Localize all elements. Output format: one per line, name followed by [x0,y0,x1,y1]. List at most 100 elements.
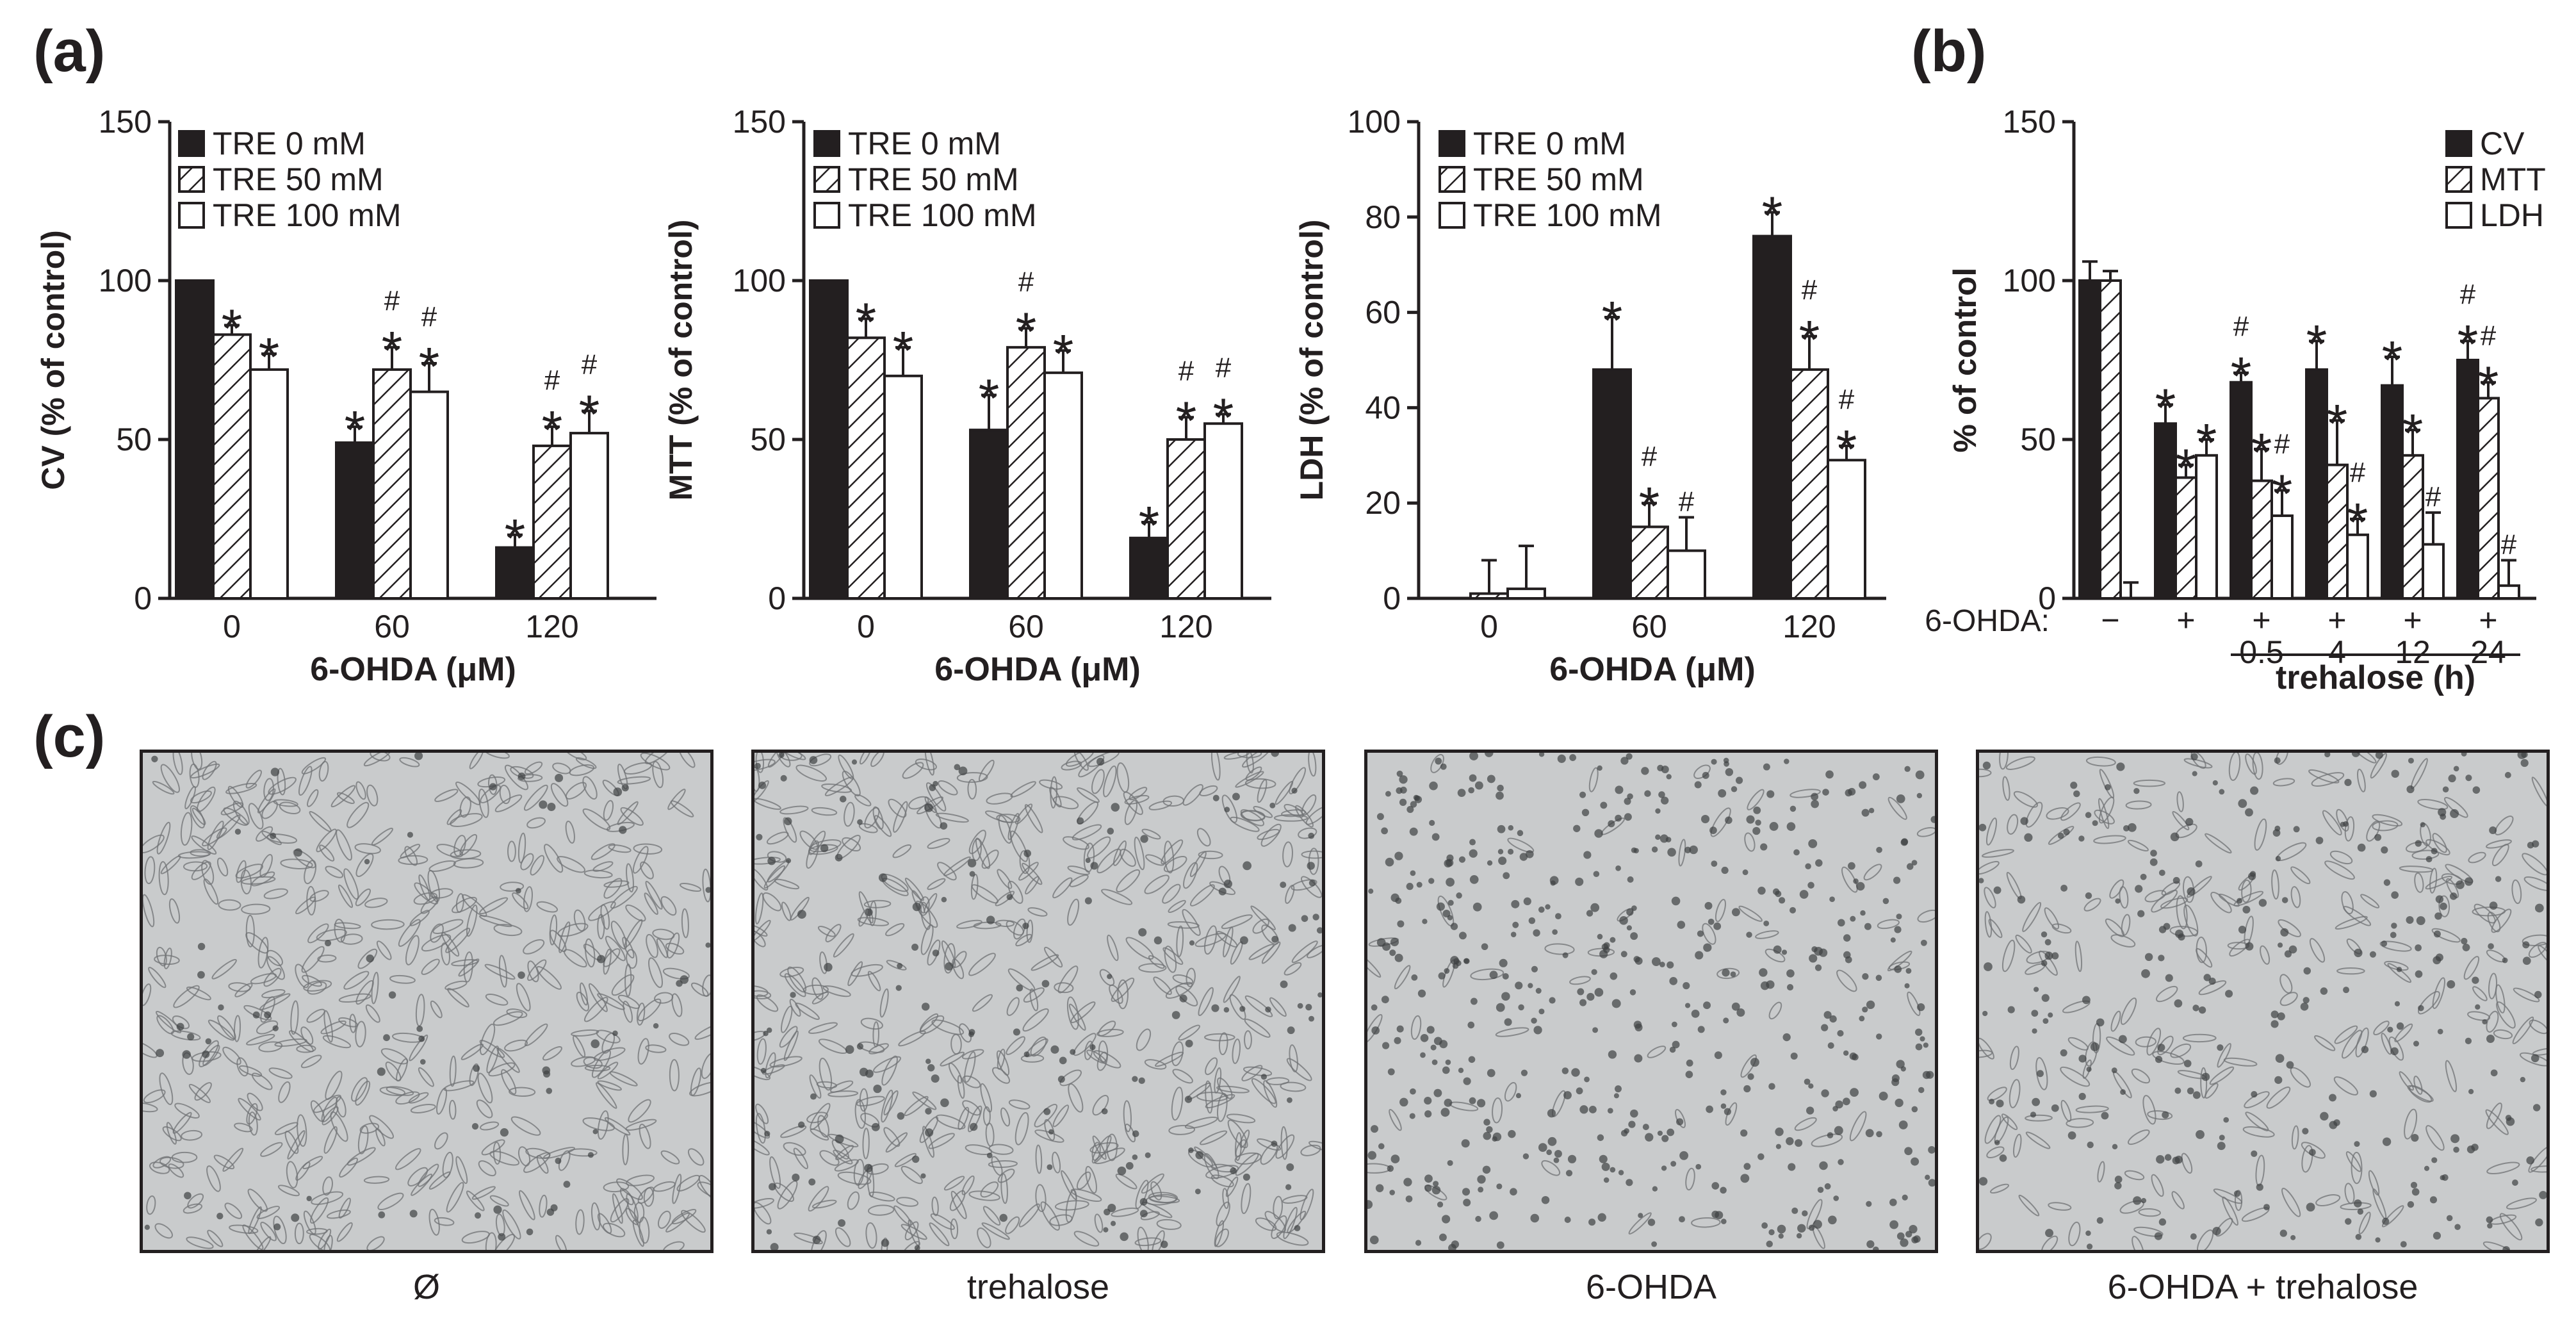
significance-hash: # [2460,279,2476,310]
cell-body [2506,1197,2537,1210]
cell-body [2133,1226,2164,1237]
cell-body [924,892,938,914]
rounded-cell [2187,1087,2194,1095]
cell-body [330,1111,348,1142]
cell-body [512,892,529,910]
rounded-cell [2219,1135,2225,1141]
rounded-cell [2437,1028,2443,1035]
rounded-cell [1538,1143,1547,1152]
x-tick-label: 120 [1782,609,1836,644]
cell-body [1134,1237,1162,1247]
rounded-cell [1467,1021,1475,1029]
cell-body [525,1147,551,1159]
rounded-cell [2045,1229,2054,1238]
cell-body [2025,1114,2053,1122]
cell-body [143,1089,166,1104]
rounded-cell [2057,832,2064,839]
rounded-cell [1287,1026,1295,1035]
cell-body [520,853,534,871]
significance-hash: # [1216,352,1232,383]
rounded-cell [2449,892,2458,900]
rounded-cell [1260,1074,1268,1080]
rounded-cell [2440,902,2447,910]
rounded-cell [1898,1120,1908,1129]
rounded-cell [2196,1129,2205,1139]
cell-body [251,1072,273,1090]
rounded-cell [1918,1087,1925,1094]
rounded-cell [1773,945,1782,954]
cell-body [484,753,510,759]
rounded-cell [933,781,938,787]
rounded-cell [1721,866,1729,874]
significance-star: * [1213,387,1234,447]
cell-body [366,1236,385,1250]
rounded-cell [1713,922,1722,930]
rounded-cell [1450,923,1458,930]
cell-body [480,1023,496,1056]
cell-body [656,938,668,958]
significance-star: * [505,508,526,568]
rounded-cell [1999,1154,2007,1162]
rounded-cell [1530,1213,1540,1223]
rounded-cell [1469,753,1478,760]
significance-hash: # [421,301,437,332]
rounded-cell [2354,948,2363,958]
cell-body [260,1222,277,1242]
cell-body [146,1195,156,1215]
cell-body [1103,765,1117,798]
cell-body [810,1103,831,1130]
significance-star: * [259,327,280,387]
rounded-cell [2212,1226,2221,1236]
rounded-cell [1805,863,1811,870]
rounded-cell [2225,990,2233,998]
cell-body [1223,926,1234,958]
rounded-cell [2157,1044,2165,1052]
cell-body [996,1050,1010,1076]
cell-body [476,1099,493,1119]
rounded-cell [1872,1246,1879,1250]
cell-body [526,817,546,829]
rounded-cell [1444,1098,1453,1107]
rounded-cell [1791,1207,1798,1214]
rounded-cell [2219,789,2225,795]
cell-body [1065,753,1095,767]
cell-body [1273,814,1308,822]
rounded-cell [1829,896,1835,903]
cell-body [844,801,855,827]
cell-body [1916,827,1935,837]
cell-body [527,960,539,983]
rounded-cell [1586,910,1594,917]
cell-body [2357,768,2366,792]
cell-body [970,873,979,900]
bar [249,368,289,600]
cell-body [144,856,156,885]
cell-body [769,1056,803,1068]
cell-body [453,835,466,857]
rounded-cell [1777,1224,1786,1234]
rounded-cell [1671,896,1681,906]
rounded-cell [770,1243,779,1250]
cell-body [2121,914,2131,936]
cell-body [1222,1188,1229,1210]
cell-body [2370,753,2388,779]
rounded-cell [1901,838,1909,846]
x-tick-label: + [2403,602,2422,638]
rounded-cell [1796,1233,1802,1239]
rounded-cell [2024,833,2033,842]
cell-body [1068,1003,1086,1031]
rounded-cell [2442,786,2449,793]
cell-body [489,1151,520,1166]
rounded-cell [1528,917,1536,924]
cell-body [2290,866,2311,885]
rounded-cell [1601,943,1609,951]
cell-body [564,753,587,760]
rounded-cell [1843,1050,1849,1056]
rounded-cell [1795,1139,1803,1147]
rounded-cell [1631,905,1637,911]
rounded-cell [1431,833,1440,841]
cell-body [927,878,946,890]
cell-body [1223,753,1250,760]
cell-body [784,973,806,997]
cell-body [981,1222,1010,1240]
cell-body [1094,1213,1104,1233]
